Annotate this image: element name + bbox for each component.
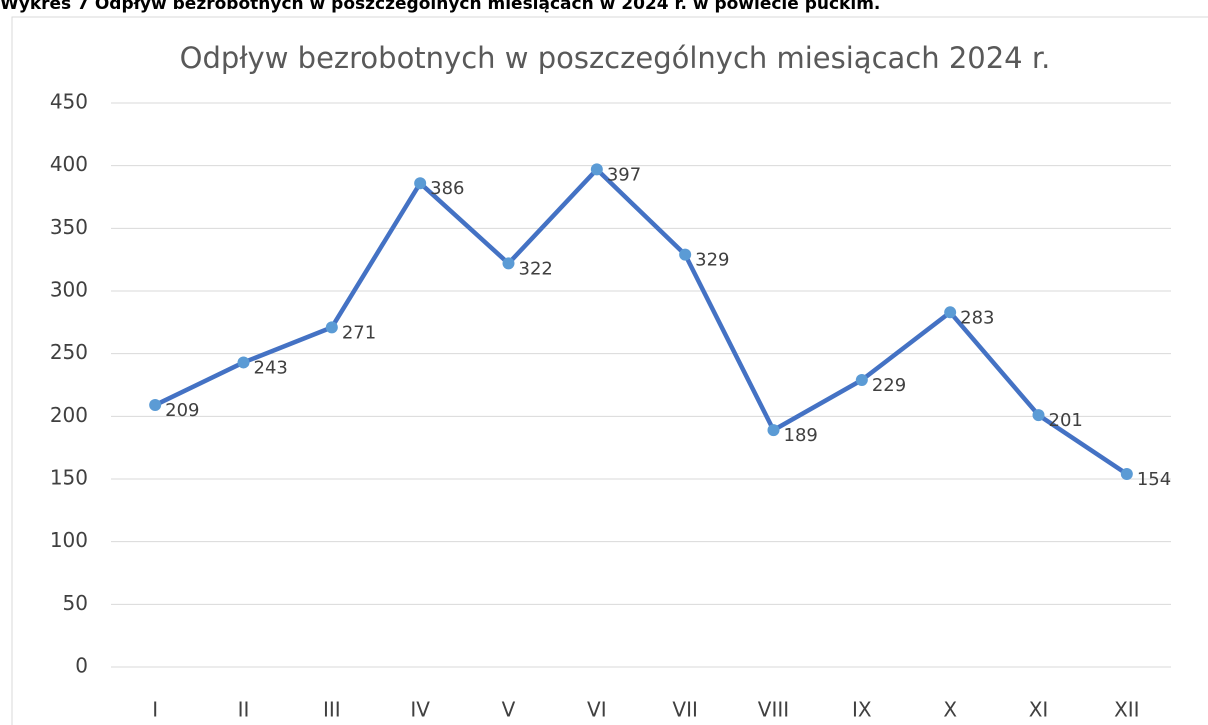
marker <box>944 306 957 319</box>
y-tick-label: 150 <box>50 466 88 490</box>
marker <box>149 399 162 412</box>
caption: Wykres 7 Odpływ bezrobotnych w poszczegó… <box>0 0 880 14</box>
x-tick-label: III <box>323 698 341 722</box>
marker <box>767 424 780 437</box>
x-tick-label: VII <box>672 698 697 722</box>
marker <box>590 163 603 176</box>
x-tick-label: VIII <box>758 698 789 722</box>
x-tick-label: I <box>152 698 158 722</box>
y-tick-label: 200 <box>50 403 88 427</box>
data-label: 386 <box>430 178 464 199</box>
line <box>154 167 1129 476</box>
x-tick-label: XI <box>1029 698 1049 722</box>
marker <box>1120 467 1133 480</box>
y-tick-label: 450 <box>50 90 88 114</box>
data-label: 209 <box>165 400 199 421</box>
x-tick-label: VI <box>587 698 607 722</box>
data-label: 271 <box>342 322 376 343</box>
data-label: 243 <box>254 357 288 378</box>
chart-title: Odpływ bezrobotnych w poszczególnych mie… <box>180 41 1051 75</box>
marker <box>414 177 427 190</box>
chart-border <box>11 16 1208 725</box>
x-tick-label: IV <box>410 698 430 722</box>
marker <box>679 248 692 261</box>
data-label: 397 <box>607 164 641 185</box>
y-tick-label: 400 <box>50 152 88 176</box>
x-tick-label: X <box>943 698 957 722</box>
y-tick-label: 0 <box>75 654 88 678</box>
x-tick-label: II <box>238 698 250 722</box>
x-tick-label: V <box>502 698 516 722</box>
marker <box>325 321 338 334</box>
marker <box>855 373 868 386</box>
data-label: 329 <box>695 250 729 271</box>
y-tick-label: 350 <box>50 215 88 239</box>
marker <box>237 356 250 369</box>
y-tick-label: 100 <box>50 528 88 552</box>
data-label: 283 <box>960 307 994 328</box>
x-tick-label: IX <box>852 698 872 722</box>
y-tick-label: 250 <box>50 340 88 364</box>
data-label: 229 <box>872 375 906 396</box>
x-tick-label: XII <box>1114 698 1140 722</box>
data-label: 322 <box>519 258 553 279</box>
y-tick-label: 300 <box>50 278 88 302</box>
data-label: 189 <box>784 425 818 446</box>
data-label: 201 <box>1049 410 1083 431</box>
marker <box>502 257 515 270</box>
marker <box>1032 409 1045 422</box>
data-label: 154 <box>1137 469 1171 490</box>
y-tick-label: 50 <box>63 591 88 615</box>
